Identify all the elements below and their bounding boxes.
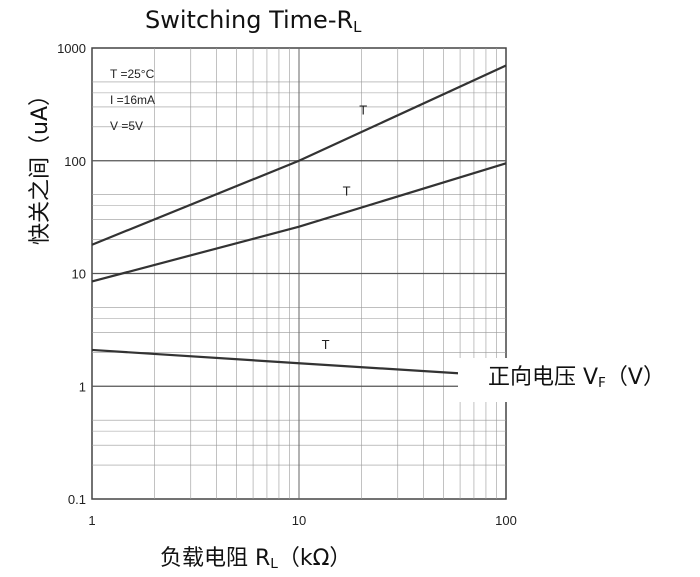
forward-voltage-label: 正向电压 VF（V） bbox=[458, 358, 700, 402]
chart-title: Switching Time-RL bbox=[145, 6, 362, 36]
test-condition: I =16mA bbox=[110, 93, 155, 107]
x-axis-label: 负载电阻 RL（kΩ） bbox=[160, 546, 352, 573]
annotations: T T T T =25°C I =16mA V =5V bbox=[110, 67, 367, 352]
series-label-2: T bbox=[343, 183, 351, 198]
test-condition: V =5V bbox=[110, 119, 143, 133]
x-tick-label: 1 bbox=[88, 513, 95, 528]
y-tick-label: 100 bbox=[64, 154, 86, 169]
y-tick-label: 10 bbox=[72, 267, 86, 282]
series-label-3: T bbox=[322, 337, 330, 352]
test-condition: T =25°C bbox=[110, 67, 155, 81]
series-line-3 bbox=[91, 348, 461, 375]
series-line-2 bbox=[91, 162, 507, 283]
y-tick-label: 1 bbox=[79, 379, 86, 394]
x-tick-label: 100 bbox=[495, 513, 517, 528]
y-tick-label: 1000 bbox=[57, 41, 86, 56]
series-label-1: T bbox=[359, 102, 367, 117]
series-lines bbox=[91, 64, 507, 375]
y-tick-label: 0.1 bbox=[68, 492, 86, 507]
series-line-1 bbox=[91, 64, 507, 246]
x-tick-label: 10 bbox=[292, 513, 306, 528]
